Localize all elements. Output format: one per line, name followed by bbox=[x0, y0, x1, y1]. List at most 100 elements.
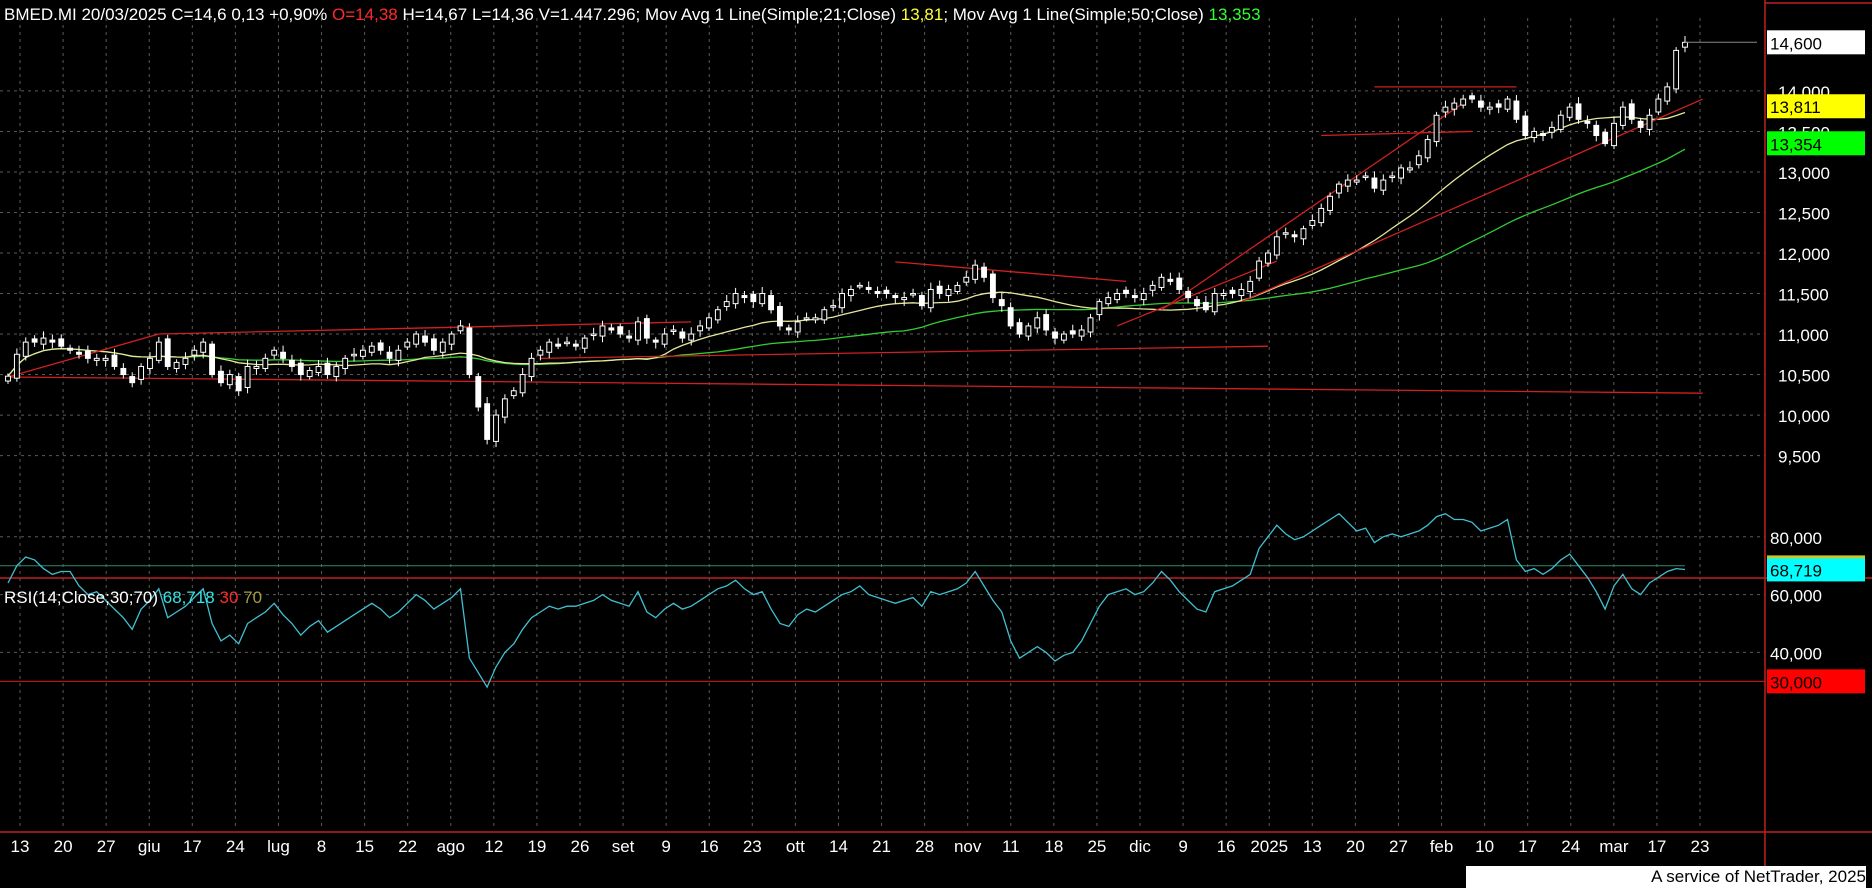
candle-body bbox=[430, 338, 437, 351]
candle-body bbox=[626, 335, 633, 339]
candle-body bbox=[368, 345, 375, 353]
candle bbox=[76, 345, 82, 359]
candle bbox=[1096, 298, 1103, 321]
candle bbox=[173, 359, 180, 373]
candle bbox=[901, 291, 908, 306]
x-tick-label: 21 bbox=[872, 837, 891, 856]
x-tick-label: feb bbox=[1430, 837, 1454, 856]
candle bbox=[315, 359, 322, 377]
candle bbox=[643, 314, 650, 344]
candle-body bbox=[1557, 114, 1564, 130]
high-value: H=14,67 bbox=[402, 5, 468, 24]
candle-body bbox=[1407, 167, 1413, 171]
candle-body bbox=[1380, 179, 1387, 191]
candle bbox=[830, 299, 837, 312]
candle-body bbox=[768, 295, 775, 311]
candle bbox=[794, 315, 801, 338]
candle bbox=[1407, 161, 1413, 174]
candle bbox=[1229, 286, 1236, 299]
candle bbox=[253, 360, 260, 375]
candle-body bbox=[1469, 95, 1475, 100]
candle-body bbox=[306, 370, 313, 378]
candle bbox=[138, 363, 145, 385]
candle-body bbox=[271, 349, 278, 356]
candle-body bbox=[173, 361, 180, 369]
candle bbox=[1424, 135, 1431, 163]
candle-body bbox=[848, 288, 854, 297]
x-tick-label: 16 bbox=[1217, 837, 1236, 856]
candle-body bbox=[102, 357, 109, 361]
candle bbox=[750, 290, 757, 308]
candle bbox=[306, 367, 313, 380]
candle-body bbox=[1460, 98, 1467, 106]
candle-body bbox=[1202, 301, 1209, 311]
x-tick-label: 23 bbox=[743, 837, 762, 856]
x-tick-label: 9 bbox=[661, 837, 670, 856]
candle-body bbox=[377, 342, 384, 351]
rsi-value-tag-label: 68,719 bbox=[1770, 561, 1822, 580]
candle-body bbox=[1682, 41, 1688, 48]
candle-body bbox=[1096, 301, 1103, 316]
candle-body bbox=[22, 341, 29, 357]
candle-body bbox=[1531, 130, 1538, 139]
candle-body bbox=[147, 357, 153, 369]
candle-body bbox=[1025, 325, 1032, 337]
candle bbox=[324, 357, 331, 379]
candle-body bbox=[821, 309, 828, 321]
candle bbox=[271, 346, 278, 360]
candle-body bbox=[1265, 252, 1271, 264]
x-tick-label: dic bbox=[1129, 837, 1151, 856]
candle-body bbox=[1362, 175, 1369, 179]
x-tick-label: 11 bbox=[1002, 837, 1020, 856]
candle-body bbox=[643, 318, 650, 339]
candle-body bbox=[475, 376, 482, 408]
candle-body bbox=[945, 288, 952, 297]
candle-body bbox=[342, 357, 349, 369]
candle bbox=[1353, 175, 1360, 186]
candle bbox=[1628, 99, 1635, 125]
trendline bbox=[895, 261, 1127, 283]
candle bbox=[723, 294, 730, 311]
candle-body bbox=[1673, 49, 1680, 90]
x-tick-label: 2025 bbox=[1250, 837, 1288, 856]
candle-body bbox=[439, 341, 446, 353]
candle-body bbox=[1566, 106, 1573, 118]
candle bbox=[386, 346, 393, 364]
candle bbox=[1442, 100, 1449, 118]
candle bbox=[1344, 174, 1351, 193]
candle-body bbox=[528, 357, 535, 378]
candle bbox=[1540, 130, 1546, 142]
candle-body bbox=[1105, 297, 1112, 305]
candle bbox=[493, 409, 499, 448]
candle-body bbox=[58, 338, 65, 347]
candle bbox=[1238, 283, 1245, 301]
ma50-value: 13,353 bbox=[1208, 5, 1261, 24]
candle bbox=[1069, 324, 1076, 339]
candle-body bbox=[1389, 175, 1396, 179]
candle-body bbox=[289, 359, 295, 367]
candle-body bbox=[759, 293, 766, 305]
x-tick-label: 13 bbox=[1303, 837, 1322, 856]
candle bbox=[84, 345, 91, 364]
candle-body bbox=[1344, 179, 1351, 187]
candle-body bbox=[1034, 317, 1041, 329]
x-tick-label: ago bbox=[437, 837, 465, 856]
candle-body bbox=[635, 321, 641, 341]
rsi-high-band: 70 bbox=[243, 588, 263, 607]
candle bbox=[590, 327, 597, 341]
candle bbox=[120, 363, 127, 379]
candle bbox=[989, 270, 996, 304]
candle-body bbox=[1300, 228, 1307, 240]
price-tick-label: 10,000 bbox=[1778, 407, 1830, 426]
candle bbox=[404, 338, 411, 350]
candle-body bbox=[510, 390, 517, 397]
candle-body bbox=[936, 285, 943, 295]
candle bbox=[1043, 309, 1050, 336]
candle-body bbox=[1176, 277, 1183, 290]
candle bbox=[484, 396, 491, 445]
candle bbox=[1273, 230, 1280, 260]
ma21-label: Mov Avg 1 Line(Simple;21;Close) bbox=[644, 5, 897, 24]
candle-body bbox=[1442, 106, 1449, 113]
candle-body bbox=[874, 290, 881, 295]
candle-body bbox=[856, 284, 863, 288]
